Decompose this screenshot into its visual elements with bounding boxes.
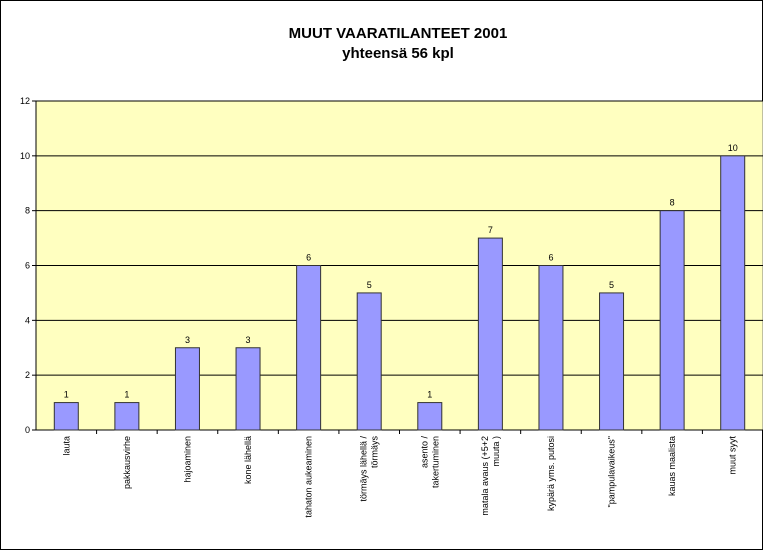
x-tick-label: tahaton aukeaminen — [304, 436, 314, 518]
bar — [296, 265, 322, 431]
bar — [599, 292, 625, 431]
chart-subtitle: yhteensä 56 kpl — [342, 45, 454, 62]
y-tick-label: 12 — [20, 96, 30, 106]
y-tick-label: 8 — [25, 206, 30, 216]
data-label: 3 — [185, 335, 190, 345]
bar — [538, 265, 564, 431]
y-tick-label: 10 — [20, 151, 30, 161]
data-label: 7 — [488, 225, 493, 235]
x-tick-label: kone lähellä — [243, 436, 253, 484]
y-tick-label: 4 — [25, 315, 30, 325]
data-label: 8 — [670, 198, 675, 208]
data-label: 10 — [728, 143, 738, 153]
data-label: 6 — [548, 253, 553, 263]
bar — [659, 210, 685, 431]
x-tick-label: "pampulavaikeus" — [607, 436, 617, 507]
data-label: 6 — [306, 253, 311, 263]
data-label: 3 — [246, 335, 251, 345]
x-tick-label: lauta — [61, 436, 71, 456]
data-label: 5 — [609, 280, 614, 290]
bar — [174, 347, 200, 431]
chart-title: MUUT VAARATILANTEET 2001 — [289, 25, 508, 42]
bar — [114, 402, 140, 431]
data-label: 1 — [64, 390, 69, 400]
bar — [356, 292, 382, 431]
y-tick-label: 0 — [25, 425, 30, 435]
x-tick-label: muut syyt — [728, 436, 738, 475]
y-tick-label: 2 — [25, 370, 30, 380]
bar — [720, 155, 746, 431]
data-label: 5 — [367, 280, 372, 290]
data-label: 1 — [124, 390, 129, 400]
x-tick-label: hajoaminen — [182, 436, 192, 483]
x-tick-label: matala avaus (+5+2muuta ) — [480, 436, 501, 516]
x-tick-label: asento /takertuminen — [419, 436, 440, 489]
bar — [417, 402, 443, 431]
x-tick-label: törmäys lähellä /törmäys — [359, 436, 380, 502]
bar — [477, 237, 503, 431]
x-tick-label: kypärä yms. putosi — [546, 436, 556, 511]
x-tick-label: kauas maalista — [667, 436, 677, 496]
bar — [235, 347, 261, 431]
data-label: 1 — [427, 390, 432, 400]
bar — [53, 402, 79, 431]
x-tick-label: pakkausvirhe — [122, 436, 132, 489]
y-tick-label: 6 — [25, 261, 30, 271]
